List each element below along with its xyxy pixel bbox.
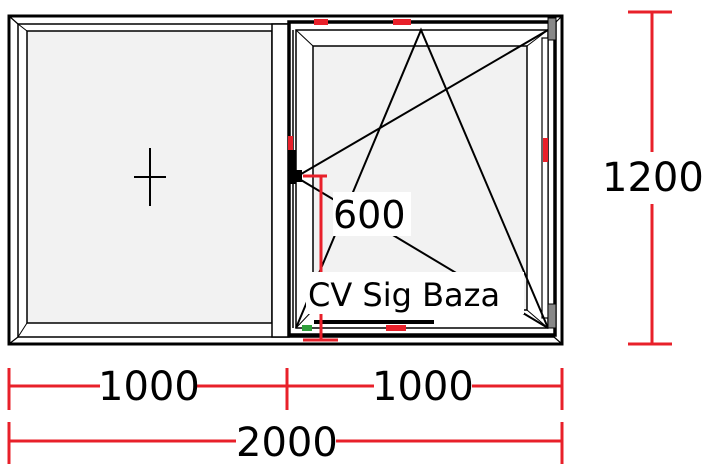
total-width-dimension xyxy=(7,422,564,464)
hardware-markers xyxy=(288,19,548,331)
left-fixed-pane xyxy=(17,23,282,338)
profile-label: CV Sig Baza xyxy=(308,276,500,314)
fixed-pane-marker xyxy=(134,148,166,206)
handle-height-label-bg xyxy=(333,192,411,236)
mullion xyxy=(271,23,290,338)
handle xyxy=(290,150,302,184)
total-width-label: 2000 xyxy=(236,420,338,466)
hinge-hardware xyxy=(547,17,557,329)
left-width-label: 1000 xyxy=(98,364,200,410)
right-width-label: 1000 xyxy=(372,364,474,410)
width-dimensions xyxy=(7,368,564,410)
bottom-hardware xyxy=(302,320,434,331)
handle-height-label: 600 xyxy=(333,193,406,237)
profile-label-bg xyxy=(306,272,524,314)
height-label: 1200 xyxy=(602,155,704,201)
height-dimension xyxy=(628,10,672,346)
